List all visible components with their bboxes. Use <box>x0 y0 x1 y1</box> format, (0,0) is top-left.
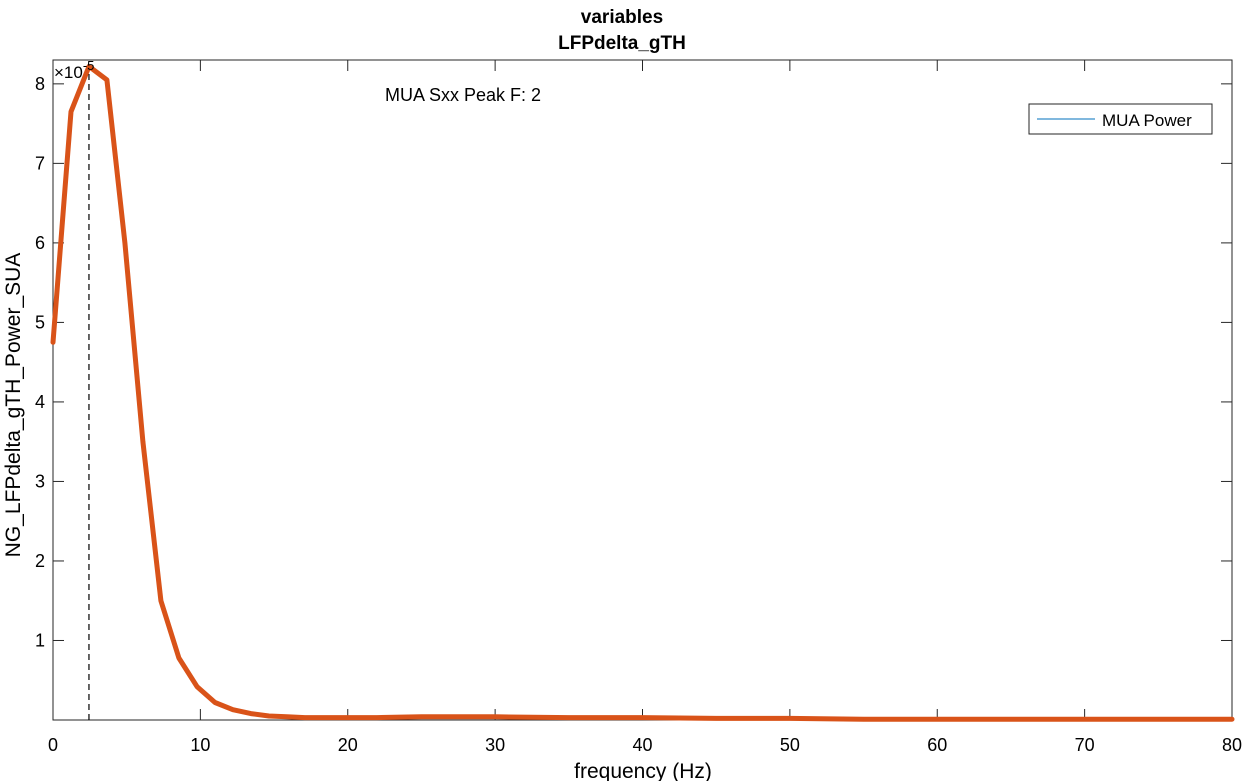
data-point <box>214 702 216 704</box>
data-point <box>250 713 252 715</box>
data-point <box>863 718 865 720</box>
data-point <box>304 717 306 719</box>
data-point <box>196 686 198 688</box>
x-axis-label: frequency (Hz) <box>574 760 712 781</box>
y-tick-label: 4 <box>35 392 45 412</box>
series <box>50 63 1235 722</box>
x-tick-label: 70 <box>1075 735 1095 755</box>
data-point <box>494 716 496 718</box>
data-point <box>376 717 378 719</box>
data-point <box>1084 718 1086 720</box>
data-point <box>642 717 643 719</box>
data-point <box>322 717 324 719</box>
x-tick-label: 0 <box>48 735 58 755</box>
data-point <box>420 716 422 718</box>
data-point <box>142 441 144 443</box>
y-tick-label: 8 <box>35 74 45 94</box>
data-point <box>715 717 717 719</box>
data-point <box>232 709 234 711</box>
legend: MUA Power <box>1028 103 1213 135</box>
data-point <box>789 717 791 719</box>
x-tick-label: 80 <box>1222 735 1242 755</box>
peak-annotation: MUA Sxx Peak F: 2 <box>385 85 541 105</box>
data-point <box>936 718 938 720</box>
y-tick-label: 2 <box>35 551 45 571</box>
x-ticks: 0 10 20 30 40 50 60 70 80 <box>48 60 1242 755</box>
data-point <box>568 717 570 719</box>
chart-subtitle: LFPdelta_gTH <box>558 33 686 54</box>
data-point <box>1157 718 1159 720</box>
data-point <box>340 717 342 719</box>
data-point <box>52 341 54 343</box>
x-tick-label: 40 <box>632 735 652 755</box>
y-axis-label: NG_LFPdelta_gTH_Power_SUA <box>2 253 25 558</box>
x-tick-label: 50 <box>780 735 800 755</box>
data-point <box>358 717 360 719</box>
chart-title: variables <box>581 7 663 28</box>
plot-area: 0 10 20 30 40 50 60 70 80 1 2 3 4 5 6 7 8 <box>35 59 1242 755</box>
data-point <box>1231 718 1233 720</box>
x-tick-label: 10 <box>190 735 210 755</box>
data-point <box>286 716 288 718</box>
y-tick-label: 6 <box>35 233 45 253</box>
data-point <box>124 242 126 244</box>
data-point <box>160 600 162 602</box>
data-point <box>106 79 108 81</box>
y-exponent-base: ×10 <box>54 63 83 82</box>
y-tick-label: 1 <box>35 630 45 650</box>
data-point <box>178 657 180 659</box>
axes-box <box>52 59 1233 721</box>
x-tick-label: 30 <box>485 735 505 755</box>
y-exponent-label: ×10-5 <box>54 58 94 82</box>
data-point <box>1010 718 1012 720</box>
y-exponent-power: -5 <box>83 58 95 73</box>
data-point <box>88 65 90 67</box>
data-point <box>70 111 72 113</box>
y-tick-label: 5 <box>35 312 45 332</box>
y-tick-label: 7 <box>35 153 45 173</box>
y-ticks: 1 2 3 4 5 6 7 8 <box>35 74 1232 650</box>
data-point <box>268 715 270 717</box>
x-tick-label: 60 <box>927 735 947 755</box>
legend-entry: MUA Power <box>1102 111 1192 130</box>
y-tick-label: 3 <box>35 471 45 491</box>
x-tick-label: 20 <box>338 735 358 755</box>
